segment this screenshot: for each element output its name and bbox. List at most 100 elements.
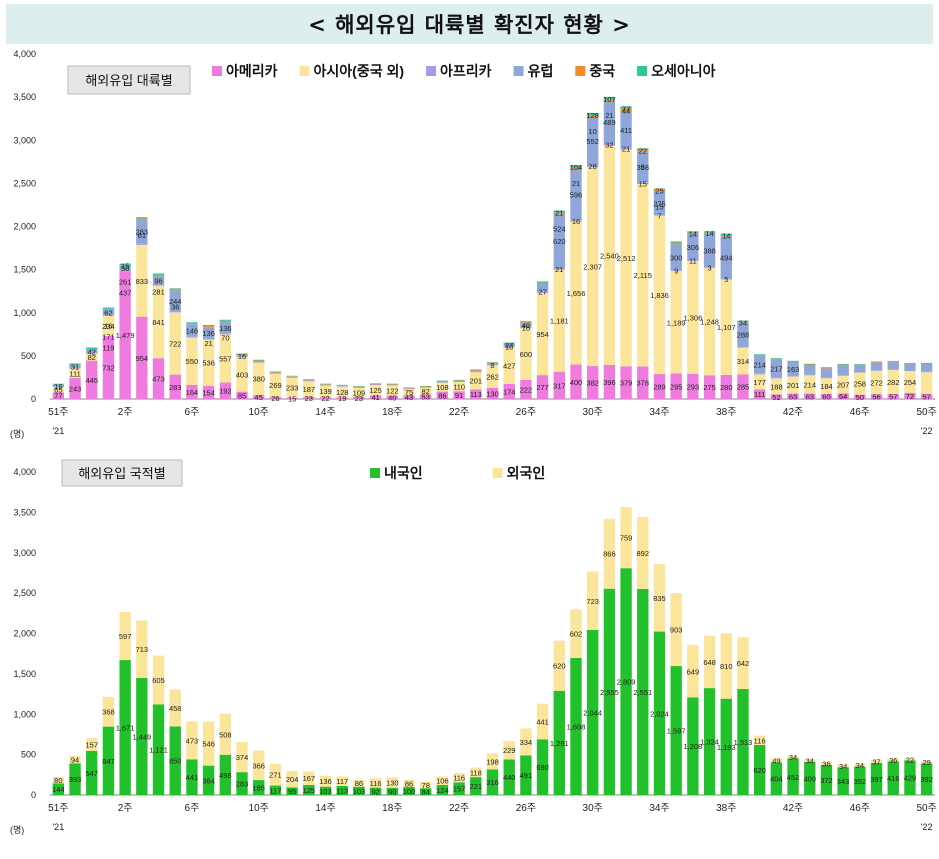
chart-title-box	[61, 459, 183, 487]
bar-segment-domestic	[770, 762, 783, 795]
bar-segment-foreign	[169, 689, 181, 727]
data-label: 85	[238, 391, 246, 400]
bar-segment-asia	[186, 337, 198, 385]
bar-segment-foreign	[653, 564, 666, 632]
data-label: 136	[202, 329, 215, 338]
data-label: 2,024	[650, 709, 669, 718]
bar-segment-foreign	[904, 758, 916, 761]
bar-segment-foreign	[69, 755, 81, 764]
bar-segment-asia	[536, 292, 549, 376]
data-label: 368	[102, 708, 115, 717]
bar-segment-americas	[637, 366, 649, 399]
bar-segment-domestic	[837, 767, 849, 795]
bar-segment-china	[670, 242, 682, 245]
bar-segment-asia	[653, 215, 666, 375]
bar-segment-domestic	[119, 660, 131, 795]
x-tick-year: '22	[921, 822, 933, 832]
bar-segment-oceania	[369, 383, 382, 384]
bar-segment-oceania	[520, 321, 532, 323]
bar-segment-europe	[520, 323, 532, 327]
data-label: 281	[152, 288, 165, 297]
bar-segment-asia	[603, 145, 616, 365]
data-label: 80	[54, 776, 62, 785]
data-label: 409	[804, 774, 817, 783]
x-tick-label: 51주	[48, 803, 68, 814]
bar-segment-asia	[503, 347, 515, 384]
bar-segment-oceania	[887, 360, 899, 362]
bar-segment-oceania	[152, 273, 165, 275]
bar-segment-china	[920, 363, 933, 365]
bar-segment-domestic	[286, 787, 298, 795]
data-label: 392	[920, 775, 933, 784]
bar-segment-europe	[653, 191, 666, 216]
bar-segment-foreign	[787, 755, 799, 759]
bar-segment-asia	[703, 267, 716, 376]
bar-segment-china	[169, 289, 181, 291]
data-label: 36	[822, 760, 830, 769]
bar-segment-africa	[870, 370, 883, 371]
bar-segment-domestic	[536, 739, 549, 795]
data-label: 77	[54, 392, 62, 401]
bar-segment-foreign	[520, 728, 532, 756]
bar-segment-europe	[904, 364, 916, 371]
bar-segment-europe	[737, 322, 749, 347]
bar-segment-oceania	[253, 359, 265, 361]
data-label: 427	[503, 362, 516, 371]
data-label: 22	[906, 755, 914, 764]
bar-segment-europe	[436, 381, 449, 383]
bar-segment-africa	[486, 364, 499, 366]
data-label: 289	[653, 383, 666, 392]
bar-segment-domestic	[703, 688, 716, 795]
bar-segment-africa	[269, 373, 282, 374]
bar-segment-china	[436, 381, 449, 382]
bar-segment-domestic	[319, 786, 332, 795]
bar-segment-europe	[119, 265, 131, 271]
data-label: 620	[553, 237, 566, 246]
bar-segment-americas	[770, 394, 783, 399]
data-label: 1,597	[667, 727, 686, 736]
data-label: 167	[303, 774, 316, 783]
bar-segment-africa	[587, 164, 599, 168]
bar-segment-americas	[787, 393, 799, 399]
data-label: 187	[303, 385, 316, 394]
bar-segment-foreign	[336, 776, 348, 786]
bar-segment-americas	[386, 395, 398, 399]
data-label: 954	[536, 330, 549, 339]
data-label: 620	[553, 662, 566, 671]
data-label: 1,306	[683, 313, 702, 322]
data-label: 58	[121, 264, 129, 273]
bar-segment-oceania	[319, 383, 332, 385]
x-tick-label: 26주	[516, 803, 536, 814]
bar-segment-oceania	[687, 231, 699, 233]
bar-segment-china	[620, 108, 632, 113]
data-label: 866	[603, 550, 616, 559]
x-tick-label: 2주	[118, 407, 133, 418]
bar-segment-europe	[553, 214, 565, 268]
data-label: 19	[338, 394, 346, 403]
data-label: 403	[236, 370, 249, 379]
bar-segment-africa	[887, 369, 899, 370]
bar-segment-china	[587, 115, 599, 118]
bar-segment-oceania	[553, 210, 565, 213]
chart-by-nationality: 0 500 1,000 1,500 2,000 2,500 3,000 3,500 4,000 1…	[10, 459, 937, 835]
bar-segment-oceania	[837, 363, 849, 365]
legend-swatch	[370, 468, 380, 478]
bar-segment-asia	[86, 353, 98, 361]
data-label: 96	[154, 276, 162, 285]
data-label: 109	[353, 388, 366, 397]
unit-label: (명)	[10, 825, 24, 835]
bar-segment-oceania	[219, 319, 232, 321]
bar-segment-europe	[854, 365, 866, 373]
bar-segment-domestic	[403, 786, 415, 795]
legend-label: 중국	[589, 63, 615, 79]
data-label: 77	[622, 104, 630, 113]
bar-segment-china	[336, 385, 348, 386]
bar-segment-domestic	[69, 763, 81, 795]
bar-segment-europe	[202, 327, 215, 339]
bar-segment-africa	[86, 353, 98, 354]
bar-segment-africa	[820, 377, 833, 379]
data-label: 113	[470, 390, 482, 399]
bar-segment-africa	[904, 370, 916, 372]
bar-segment-asia	[403, 388, 415, 396]
bar-segment-africa	[687, 260, 699, 262]
